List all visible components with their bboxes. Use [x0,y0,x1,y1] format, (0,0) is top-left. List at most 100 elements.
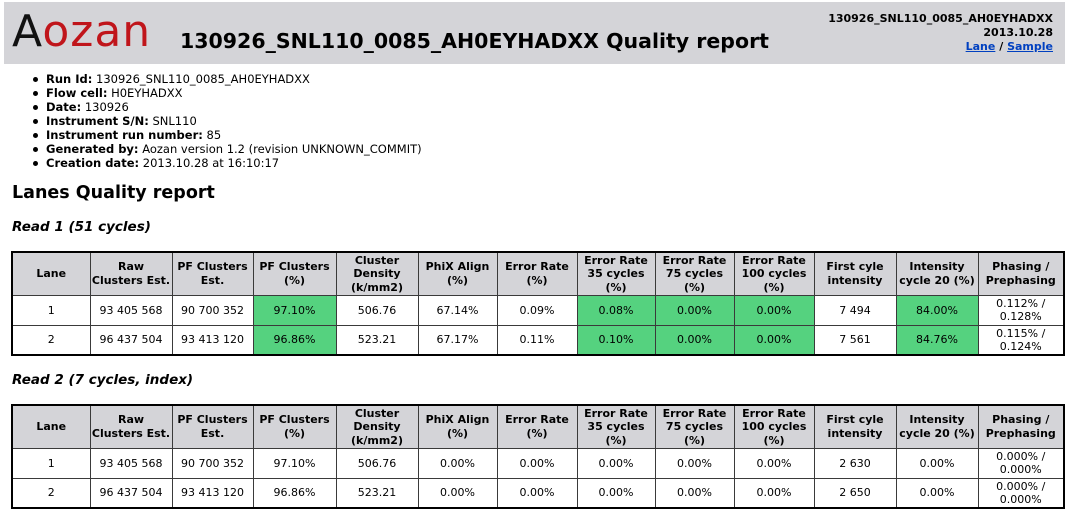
cell-intensity-cycle-20: 0.00% [895,477,979,509]
cell-error-rate: 0.09% [496,294,578,326]
col-error-rate: Error Rate (%) [496,404,578,449]
info-date: Date: 130926 [30,100,422,114]
report-header: Aozan 130926_SNL110_0085_AH0EYHADXX Qual… [4,2,1065,64]
table-header-row: Lane Raw Clusters Est. PF Clusters Est. … [11,404,1065,449]
col-first-cycle-intensity: First cyle intensity [813,251,897,296]
section-title: Lanes Quality report [12,183,215,203]
cell-pf-clusters-est: 93 413 120 [171,477,254,509]
cell-phix-align: 67.17% [417,324,498,356]
cell-first-cycle-intensity: 2 630 [813,447,897,479]
col-intensity-cycle-20: Intensity cycle 20 (%) [895,404,979,449]
cell-first-cycle-intensity: 7 494 [813,294,897,326]
col-lane: Lane [11,251,91,296]
cell-error-rate-75: 0.00% [654,294,735,326]
cell-error-rate-75: 0.00% [654,324,735,356]
sample-link[interactable]: Sample [1007,40,1053,53]
col-phix-align: PhiX Align (%) [417,404,498,449]
cell-pf-clusters-pct: 97.10% [252,294,337,326]
read2-title: Read 2 (7 cycles, index) [12,372,194,388]
cell-phasing: 0.115% / 0.124% [977,324,1065,356]
table-row: 1 93 405 568 90 700 352 97.10% 506.76 0.… [11,447,1065,479]
cell-error-rate: 0.11% [496,324,578,356]
link-separator: / [999,40,1004,53]
col-phix-align: PhiX Align (%) [417,251,498,296]
cell-error-rate-35: 0.10% [576,324,656,356]
cell-error-rate-100: 0.00% [733,324,815,356]
cell-error-rate-100: 0.00% [733,447,815,479]
info-run-id: Run Id: 130926_SNL110_0085_AH0EYHADXX [30,72,422,86]
cell-raw-clusters: 96 437 504 [89,477,173,509]
read1-title: Read 1 (51 cycles) [12,219,151,235]
col-error-rate: Error Rate (%) [496,251,578,296]
cell-pf-clusters-est: 90 700 352 [171,294,254,326]
cell-phasing: 0.000% / 0.000% [977,477,1065,509]
col-lane: Lane [11,404,91,449]
table-header-row: Lane Raw Clusters Est. PF Clusters Est. … [11,251,1065,296]
cell-error-rate-100: 0.00% [733,477,815,509]
cell-intensity-cycle-20: 84.00% [895,294,979,326]
cell-lane: 2 [11,324,91,356]
read2-table: Lane Raw Clusters Est. PF Clusters Est. … [11,404,1065,509]
col-pf-clusters-est: PF Clusters Est. [171,404,254,449]
table-row: 2 96 437 504 93 413 120 96.86% 523.21 0.… [11,477,1065,509]
col-first-cycle-intensity: First cyle intensity [813,404,897,449]
col-intensity-cycle-20: Intensity cycle 20 (%) [895,251,979,296]
col-pf-clusters-pct: PF Clusters (%) [252,251,337,296]
cell-error-rate-75: 0.00% [654,447,735,479]
table-row: 1 93 405 568 90 700 352 97.10% 506.76 67… [11,294,1065,326]
cell-error-rate-75: 0.00% [654,477,735,509]
cell-phix-align: 67.14% [417,294,498,326]
cell-phasing: 0.000% / 0.000% [977,447,1065,479]
cell-pf-clusters-pct: 96.86% [252,324,337,356]
cell-cluster-density: 506.76 [335,447,419,479]
col-error-rate-75: Error Rate 75 cycles (%) [654,404,735,449]
col-error-rate-35: Error Rate 35 cycles (%) [576,251,656,296]
table-row: 2 96 437 504 93 413 120 96.86% 523.21 67… [11,324,1065,356]
col-cluster-density: Cluster Density (k/mm2) [335,251,419,296]
cell-phasing: 0.112% / 0.128% [977,294,1065,326]
header-date: 2013.10.28 [983,26,1053,39]
info-instrument-run-number: Instrument run number: 85 [30,128,422,142]
page-title: 130926_SNL110_0085_AH0EYHADXX Quality re… [180,29,769,53]
cell-first-cycle-intensity: 7 561 [813,324,897,356]
col-error-rate-100: Error Rate 100 cycles (%) [733,404,815,449]
col-error-rate-75: Error Rate 75 cycles (%) [654,251,735,296]
info-generated-by: Generated by: Aozan version 1.2 (revisio… [30,142,422,156]
cell-pf-clusters-pct: 96.86% [252,477,337,509]
cell-cluster-density: 523.21 [335,477,419,509]
cell-pf-clusters-est: 93 413 120 [171,324,254,356]
cell-error-rate: 0.00% [496,447,578,479]
info-creation-date: Creation date: 2013.10.28 at 16:10:17 [30,156,422,170]
cell-error-rate-35: 0.00% [576,477,656,509]
cell-pf-clusters-pct: 97.10% [252,447,337,479]
col-pf-clusters-est: PF Clusters Est. [171,251,254,296]
aozan-logo: Aozan [12,6,152,57]
col-cluster-density: Cluster Density (k/mm2) [335,404,419,449]
cell-raw-clusters: 96 437 504 [89,324,173,356]
header-run-id: 130926_SNL110_0085_AH0EYHADXX [828,12,1053,25]
cell-intensity-cycle-20: 0.00% [895,447,979,479]
info-instrument-sn: Instrument S/N: SNL110 [30,114,422,128]
read1-table: Lane Raw Clusters Est. PF Clusters Est. … [11,251,1065,356]
lane-link[interactable]: Lane [965,40,996,53]
info-flow-cell: Flow cell: H0EYHADXX [30,86,422,100]
cell-lane: 1 [11,447,91,479]
cell-intensity-cycle-20: 84.76% [895,324,979,356]
col-error-rate-100: Error Rate 100 cycles (%) [733,251,815,296]
cell-error-rate: 0.00% [496,477,578,509]
header-links: Lane / Sample [828,40,1053,54]
col-error-rate-35: Error Rate 35 cycles (%) [576,404,656,449]
col-phasing: Phasing / Prephasing [977,251,1065,296]
col-phasing: Phasing / Prephasing [977,404,1065,449]
run-info-list: Run Id: 130926_SNL110_0085_AH0EYHADXX Fl… [30,72,422,170]
cell-lane: 2 [11,477,91,509]
cell-phix-align: 0.00% [417,447,498,479]
cell-first-cycle-intensity: 2 650 [813,477,897,509]
cell-raw-clusters: 93 405 568 [89,294,173,326]
cell-raw-clusters: 93 405 568 [89,447,173,479]
col-raw-clusters: Raw Clusters Est. [89,404,173,449]
cell-lane: 1 [11,294,91,326]
cell-error-rate-35: 0.08% [576,294,656,326]
cell-cluster-density: 506.76 [335,294,419,326]
cell-pf-clusters-est: 90 700 352 [171,447,254,479]
